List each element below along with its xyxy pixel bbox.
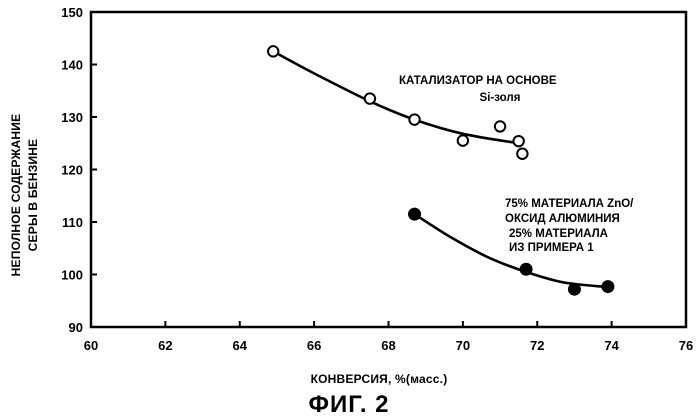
- y-axis-title-line-2: СЕРЫ В БЕНЗИНЕ: [26, 139, 40, 252]
- y-tick-label: 150: [61, 5, 83, 20]
- y-tick-label: 100: [61, 268, 83, 283]
- data-point-zno-alumina: [602, 281, 614, 293]
- annotation-sol-catalyst-line: Si-золя: [480, 92, 521, 104]
- data-point-zno-alumina: [409, 208, 421, 220]
- plot-frame: [91, 12, 686, 327]
- x-tick-label: 62: [158, 338, 172, 353]
- x-axis-title: КОНВЕРСИЯ, %(масс.): [311, 372, 448, 386]
- x-tick-label: 72: [530, 338, 544, 353]
- data-point-sol-catalyst: [409, 114, 419, 124]
- annotation-zno-alumina-line: 75% МАТЕРИАЛА ZnO/: [505, 198, 634, 210]
- y-axis-title: НЕПОЛНОЕ СОДЕРЖАНИЕ СЕРЫ В БЕНЗИНЕ: [9, 114, 40, 277]
- y-tick-label: 130: [61, 110, 83, 125]
- y-tick-label: 90: [69, 320, 83, 335]
- x-tick-label: 60: [84, 338, 98, 353]
- data-point-sol-catalyst: [517, 149, 527, 159]
- data-point-sol-catalyst: [513, 136, 523, 146]
- x-tick-label: 68: [381, 338, 395, 353]
- data-point-zno-alumina: [568, 283, 580, 295]
- data-point-sol-catalyst: [458, 135, 468, 145]
- y-tick-label: 140: [61, 58, 83, 73]
- data-point-zno-alumina: [520, 263, 532, 275]
- y-tick-label: 110: [62, 215, 83, 230]
- annotation-sol-catalyst-line: КАТАЛИЗАТОР НА ОСНОВЕ: [399, 75, 557, 87]
- annotation-zno-alumina-line: 25% МАТЕРИАЛА: [509, 228, 608, 240]
- plot-border: [91, 12, 686, 327]
- data-point-sol-catalyst: [365, 93, 375, 103]
- data-point-sol-catalyst: [268, 46, 278, 56]
- annotation-zno-alumina-line: ИЗ ПРИМЕРА 1: [509, 242, 594, 254]
- data-point-sol-catalyst: [495, 121, 505, 131]
- x-tick-label: 70: [456, 338, 470, 353]
- x-tick-label: 66: [307, 338, 321, 353]
- x-tick-label: 76: [679, 338, 693, 353]
- x-tick-label: 64: [233, 338, 248, 353]
- y-axis-title-line-1: НЕПОЛНОЕ СОДЕРЖАНИЕ: [9, 114, 23, 277]
- annotation-zno-alumina-line: ОКСИД АЛЮМИНИЯ: [505, 213, 620, 225]
- y-tick-label: 120: [61, 163, 83, 178]
- x-tick-label: 74: [604, 338, 619, 353]
- figure-label: ФИГ. 2: [308, 391, 389, 418]
